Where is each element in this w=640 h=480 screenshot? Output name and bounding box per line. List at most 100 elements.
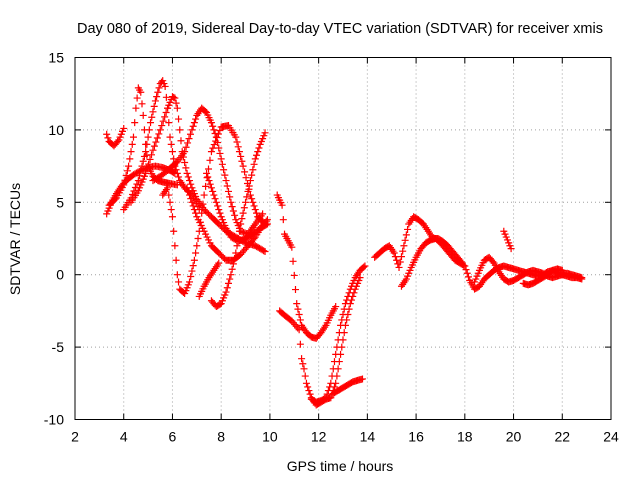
data-point	[192, 249, 200, 257]
data-point	[145, 160, 153, 168]
data-point	[147, 119, 155, 127]
data-point	[263, 220, 271, 228]
series-arc-17	[397, 235, 586, 293]
data-point	[299, 360, 307, 368]
y-tick-label: -10	[44, 412, 64, 428]
data-point	[404, 225, 412, 233]
data-point	[226, 275, 234, 283]
data-points	[103, 77, 586, 409]
data-point	[150, 142, 158, 150]
data-point	[558, 266, 566, 274]
data-point	[155, 84, 163, 92]
x-axis-label: GPS time / hours	[287, 458, 394, 474]
data-point	[324, 387, 332, 395]
data-point	[194, 235, 202, 242]
data-point	[399, 247, 407, 255]
x-tick-label: 6	[169, 429, 177, 445]
data-point	[242, 198, 250, 206]
data-point	[244, 187, 252, 195]
data-point	[161, 82, 169, 90]
data-point	[234, 143, 242, 151]
series-arc-13	[276, 274, 364, 409]
data-point	[251, 206, 259, 214]
data-point	[463, 269, 471, 277]
data-point	[231, 254, 239, 262]
data-point	[187, 180, 195, 188]
x-tick-label: 8	[217, 429, 225, 445]
data-point	[250, 222, 258, 230]
series-arc-5	[127, 93, 269, 256]
series-arc-6	[149, 104, 267, 238]
x-axis-ticks: 2 4 6 8 10 12 14 16 18 20 22 24	[71, 57, 619, 445]
data-point	[159, 117, 167, 125]
data-point	[104, 134, 112, 142]
data-point	[328, 372, 336, 380]
data-point	[172, 166, 180, 174]
data-point	[341, 300, 349, 308]
data-point	[205, 165, 213, 173]
data-point	[173, 181, 181, 189]
data-point	[184, 139, 192, 147]
data-point	[295, 311, 303, 319]
data-point	[184, 173, 192, 181]
data-point	[114, 137, 122, 145]
data-point	[201, 107, 209, 115]
data-point	[175, 115, 183, 123]
data-point	[176, 126, 184, 134]
series-arc-7	[159, 122, 269, 298]
data-point	[171, 94, 179, 102]
data-point	[223, 182, 231, 190]
data-point	[395, 263, 403, 271]
data-point	[393, 256, 401, 264]
data-point	[111, 195, 119, 203]
data-point	[254, 148, 262, 156]
y-axis-label: SDTVAR / TECUs	[7, 183, 23, 295]
data-point	[209, 144, 217, 152]
data-point	[156, 126, 164, 134]
data-point	[229, 207, 237, 215]
data-point	[209, 122, 217, 130]
data-point	[578, 274, 586, 282]
data-point	[187, 195, 195, 203]
data-point	[300, 365, 308, 373]
data-point	[327, 379, 335, 387]
data-point	[295, 326, 303, 334]
x-tick-label: 24	[603, 429, 619, 445]
series-arc-20	[519, 265, 566, 289]
data-point	[173, 104, 181, 112]
data-point	[221, 171, 229, 179]
data-point	[203, 169, 211, 177]
chart-title: Day 080 of 2019, Sidereal Day-to-day VTE…	[77, 21, 603, 37]
data-point	[262, 221, 270, 229]
data-point	[400, 242, 408, 250]
data-point	[133, 94, 141, 102]
data-point	[209, 187, 217, 195]
data-point	[144, 133, 152, 141]
data-point	[166, 133, 174, 141]
data-point	[206, 180, 214, 188]
series-arc-10	[195, 259, 223, 300]
data-point	[173, 169, 181, 177]
data-point	[139, 157, 147, 165]
data-point	[460, 261, 468, 269]
data-point	[214, 130, 222, 138]
data-point	[211, 195, 219, 203]
data-point	[464, 273, 472, 281]
data-point	[332, 303, 340, 311]
data-point	[193, 242, 201, 250]
data-point	[224, 187, 232, 195]
data-point	[142, 148, 150, 156]
data-point	[210, 141, 218, 149]
data-point	[170, 155, 178, 163]
data-point	[402, 231, 410, 239]
data-point	[245, 182, 253, 190]
data-point	[153, 93, 161, 101]
data-point	[233, 138, 241, 146]
data-point	[296, 316, 304, 324]
data-point	[237, 152, 245, 160]
data-point	[204, 173, 212, 181]
data-point	[390, 249, 398, 257]
data-point	[235, 148, 243, 156]
data-point	[224, 279, 232, 287]
data-point	[103, 130, 111, 138]
